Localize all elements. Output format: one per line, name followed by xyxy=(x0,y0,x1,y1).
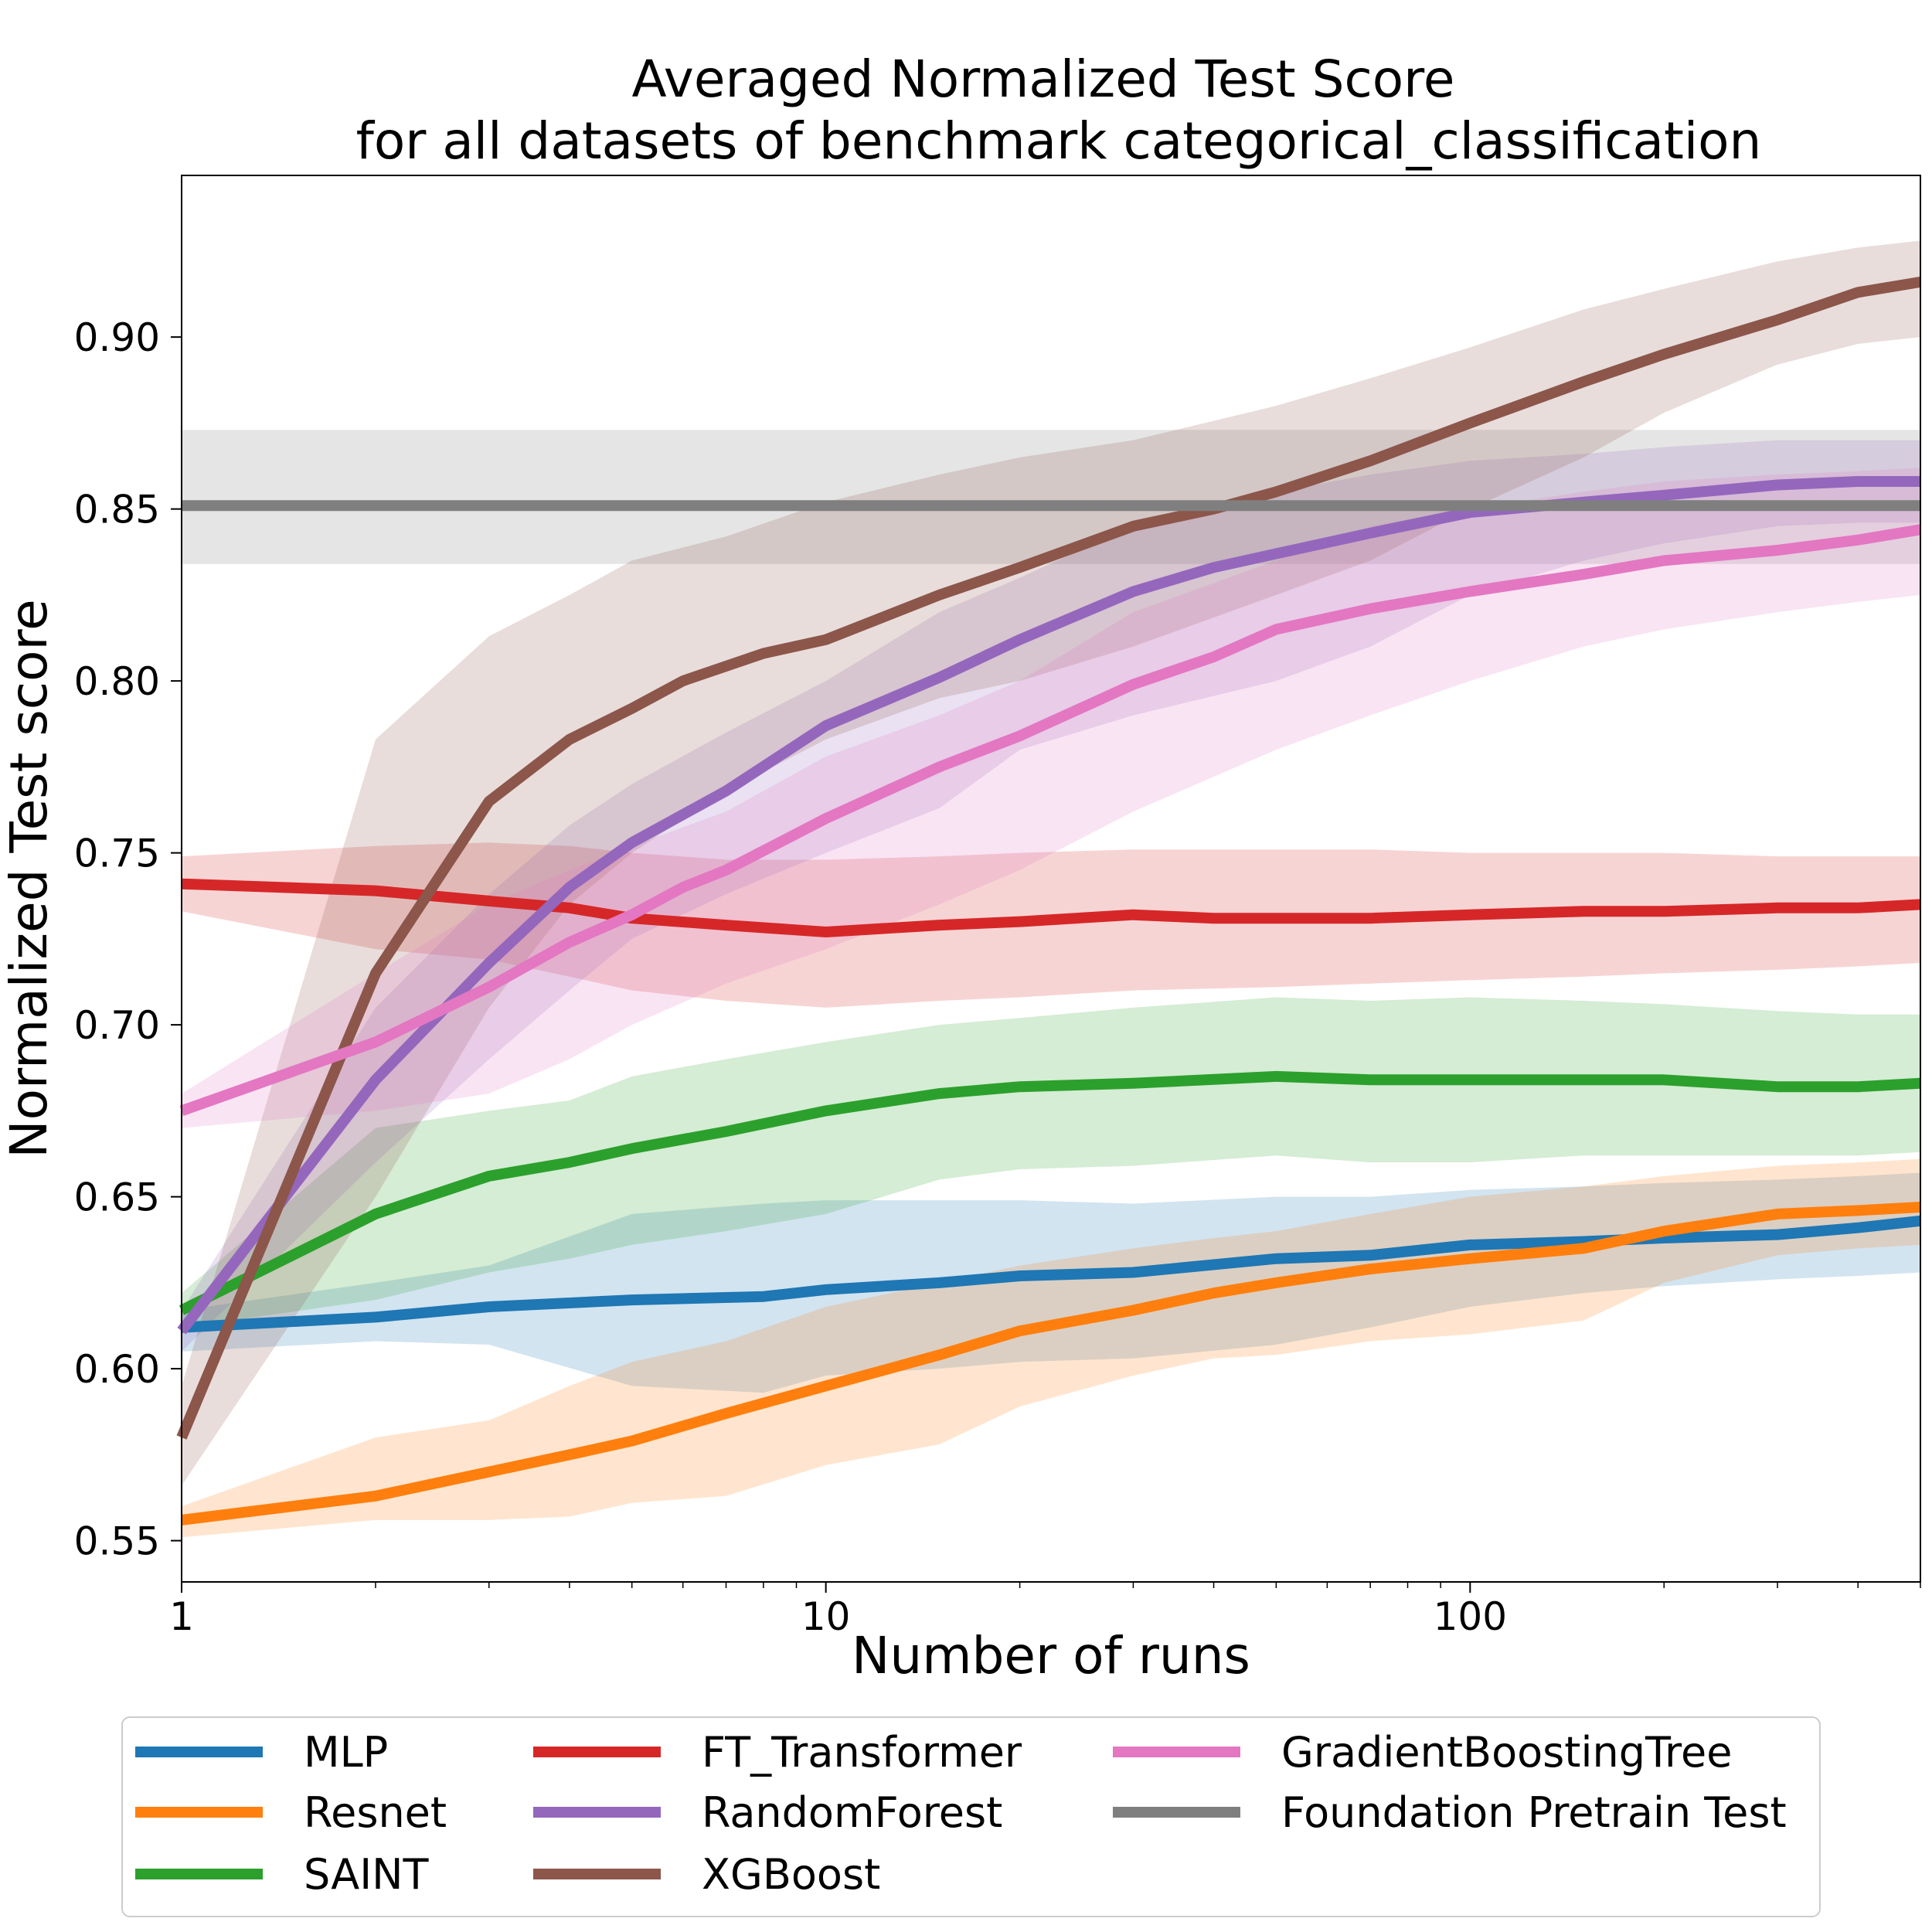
series-lines xyxy=(176,276,1922,1526)
confidence-bands xyxy=(182,240,1920,1538)
y-tick-label: 0.70 xyxy=(74,1003,160,1048)
legend: MLP Resnet SAINT FT_Transformer RandomForest… xyxy=(121,1716,1821,1917)
line-xgboost xyxy=(176,276,1922,1440)
x-tick-label: 10 xyxy=(801,1594,851,1639)
x-tick-label: 100 xyxy=(1434,1594,1507,1639)
axes: 0.55 0.60 0.65 0.70 0.75 0.80 0.85 0.90 1 10 100 xyxy=(74,315,1921,1639)
legend-label-resnet: Resnet xyxy=(304,1788,447,1837)
line-resnet xyxy=(181,1202,1921,1526)
band-gradientboostingtree xyxy=(182,468,1920,1128)
legend-label-randomforest: RandomForest xyxy=(702,1788,1002,1837)
line-ft-transformer xyxy=(181,878,1921,937)
band-xgboost xyxy=(182,240,1920,1486)
x-axis-label: Number of runs xyxy=(852,1626,1250,1685)
x-tick-label: 1 xyxy=(169,1594,194,1639)
legend-frame xyxy=(121,1716,1821,1917)
legend-label-saint: SAINT xyxy=(304,1850,430,1899)
legend-label-xgboost: XGBoost xyxy=(702,1850,880,1899)
chart-title: Averaged Normalized Test Score xyxy=(632,49,1455,109)
y-tick-label: 0.85 xyxy=(74,488,160,532)
y-tick-label: 0.55 xyxy=(74,1519,160,1564)
y-tick-label: 0.60 xyxy=(74,1347,160,1392)
line-gradientboostingtree xyxy=(179,524,1922,1116)
legend-label-gradientboostingtree: GradientBoostingTree xyxy=(1281,1728,1732,1777)
band-foundation-pretrain-test xyxy=(182,430,1920,564)
band-mlp xyxy=(182,1172,1920,1393)
y-axis-label: Normalized Test score xyxy=(0,599,59,1158)
line-saint xyxy=(179,1070,1921,1315)
chart-subtitle: for all datasets of benchmark categorica… xyxy=(356,111,1762,171)
y-tick-label: 0.90 xyxy=(74,315,160,360)
legend-label-mlp: MLP xyxy=(304,1728,388,1777)
y-tick-label: 0.75 xyxy=(74,832,160,876)
legend-label-foundation-pretrain-test: Foundation Pretrain Test xyxy=(1281,1788,1787,1837)
line-randomforest xyxy=(177,476,1920,1335)
y-tick-label: 0.80 xyxy=(74,659,160,704)
legend-label-ft-transformer: FT_Transformer xyxy=(702,1728,1022,1777)
plot-frame xyxy=(181,175,1921,1583)
line-mlp xyxy=(181,1215,1921,1333)
y-tick-label: 0.65 xyxy=(74,1175,160,1220)
